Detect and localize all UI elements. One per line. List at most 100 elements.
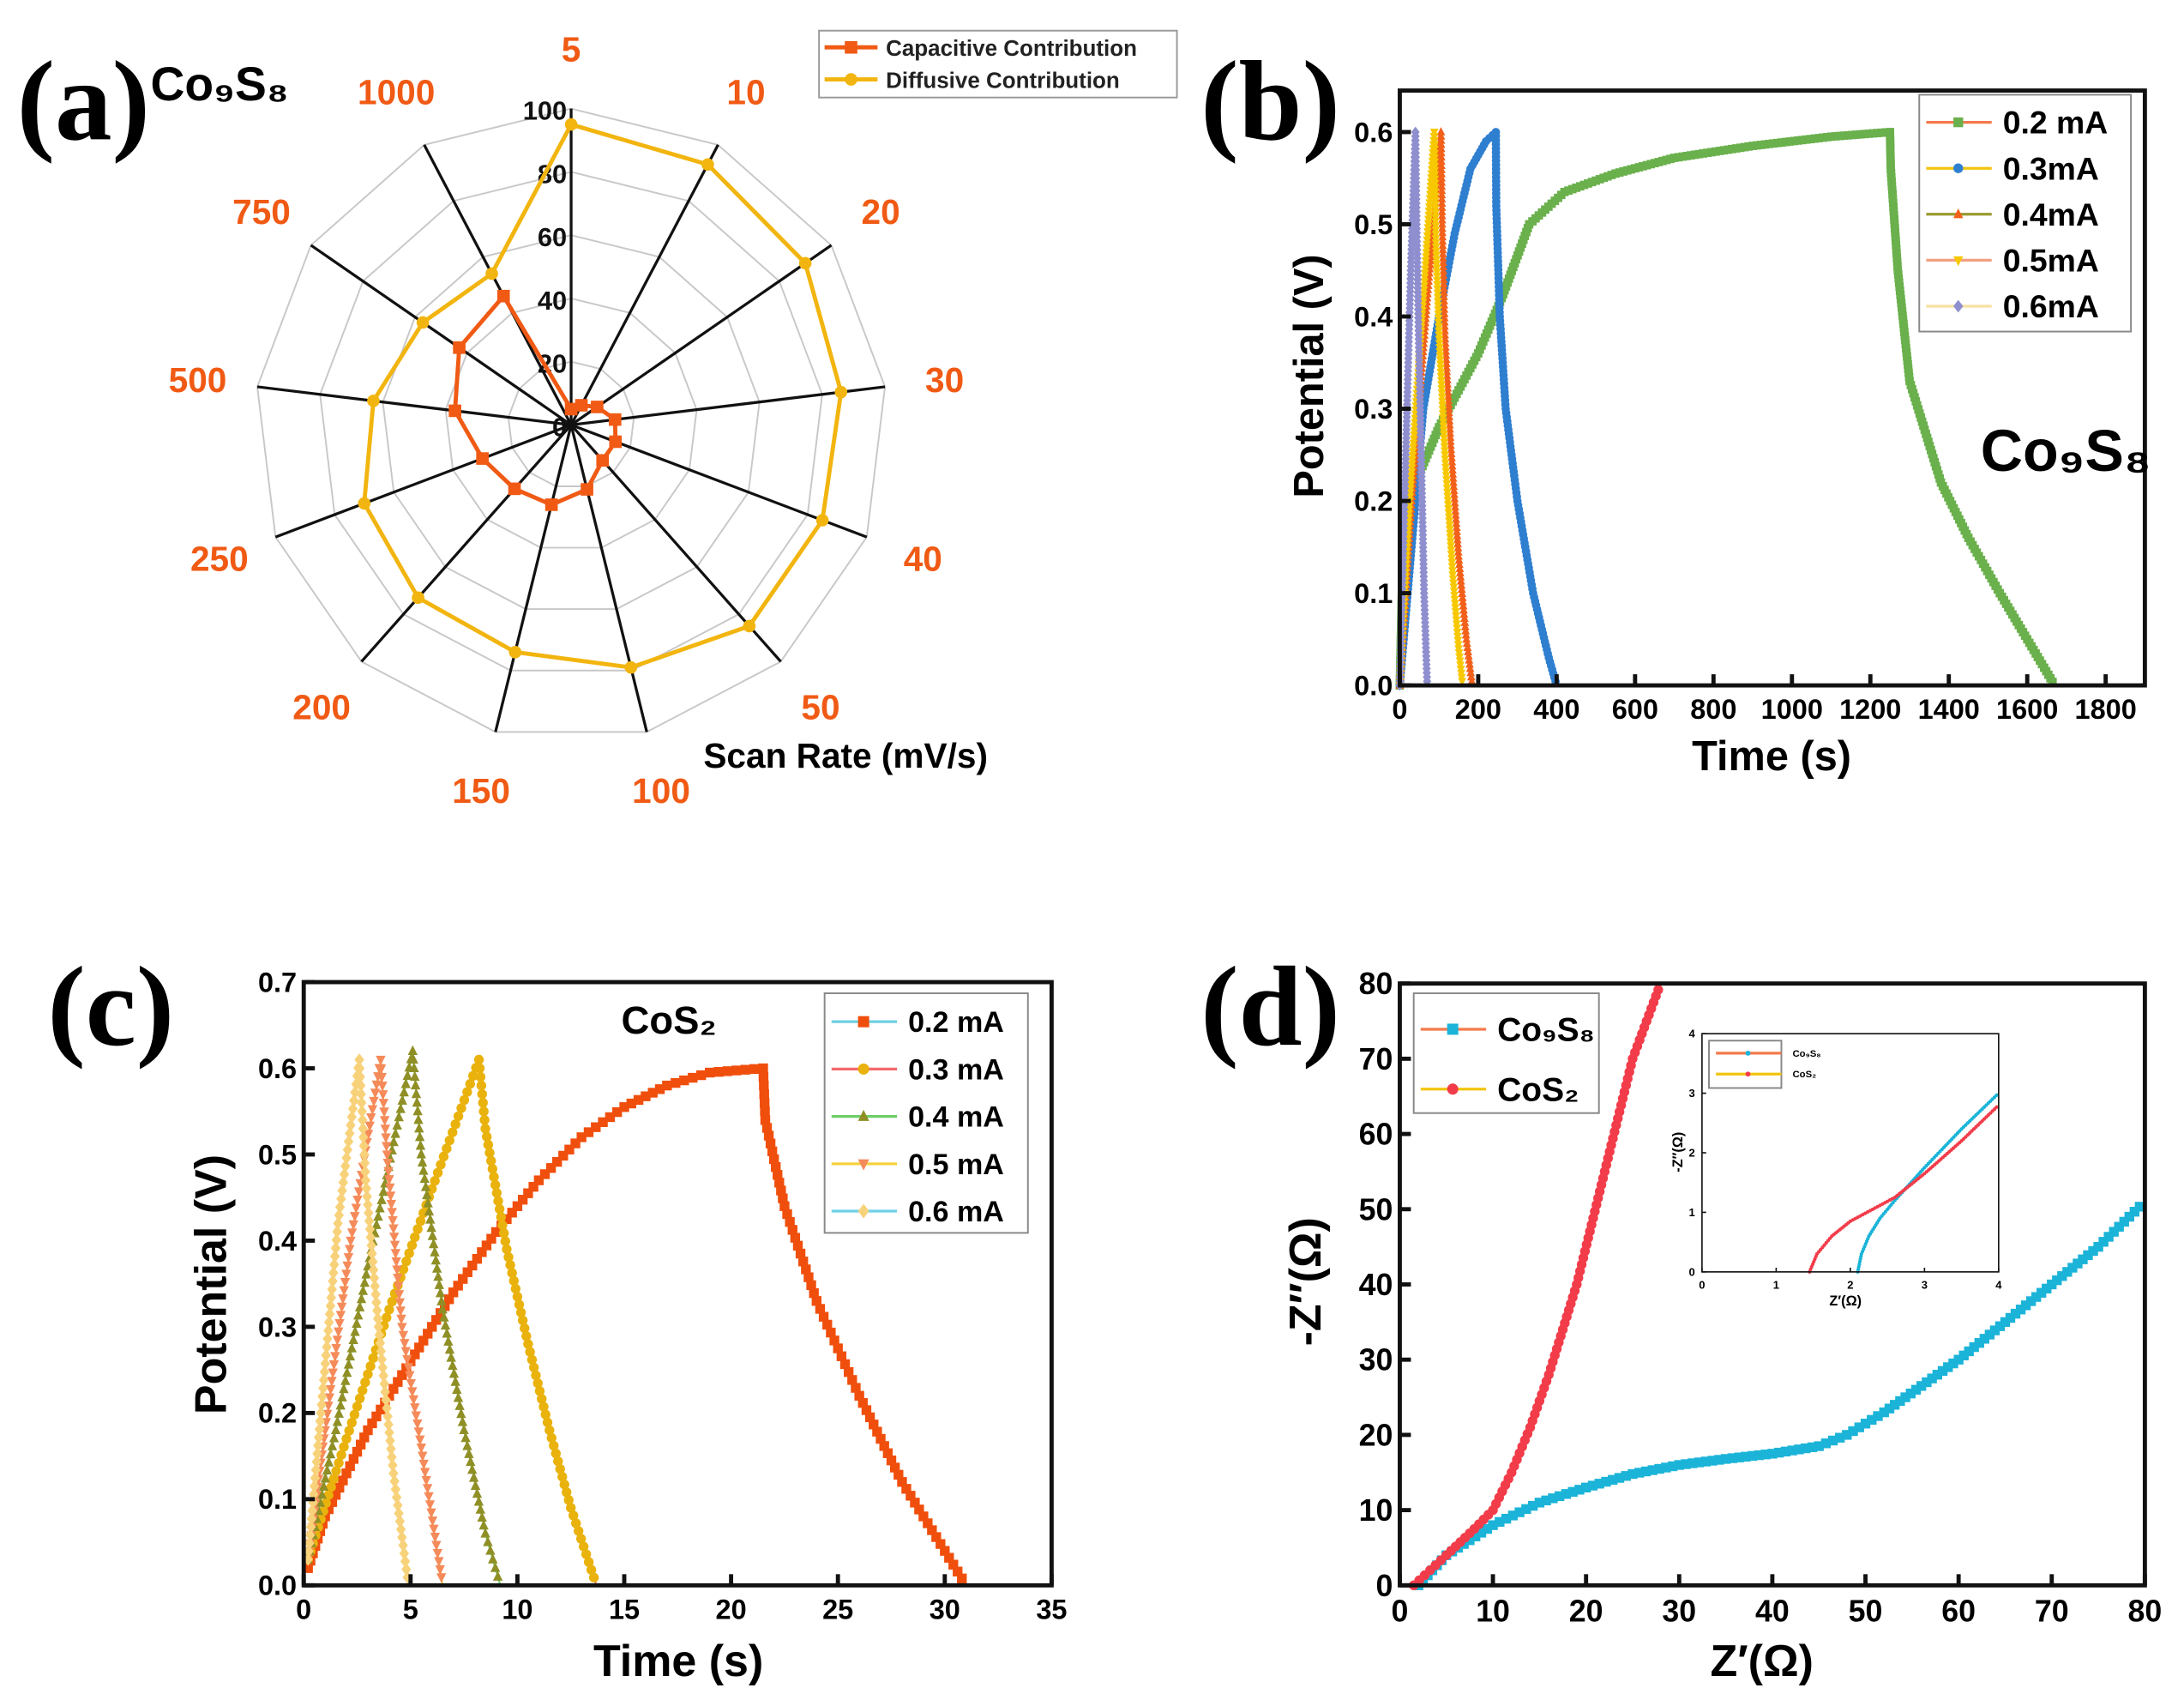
data-point bbox=[360, 1377, 370, 1388]
data-point bbox=[356, 1293, 367, 1304]
data-point bbox=[1891, 228, 1900, 237]
data-point bbox=[418, 1165, 429, 1175]
data-point bbox=[591, 401, 604, 413]
data-point bbox=[390, 1482, 401, 1496]
data-point bbox=[376, 1064, 387, 1075]
data-point bbox=[528, 1362, 539, 1373]
data-point bbox=[559, 1480, 569, 1490]
data-point bbox=[1434, 310, 1443, 319]
y-tick-label: 2 bbox=[1689, 1147, 1695, 1160]
data-point bbox=[419, 1173, 430, 1184]
data-point bbox=[378, 1185, 388, 1197]
legend-label: 0.3mA bbox=[2003, 150, 2099, 186]
data-point bbox=[759, 1098, 770, 1108]
data-point bbox=[354, 1393, 365, 1404]
legend-box bbox=[1708, 1040, 1783, 1089]
data-point bbox=[1430, 188, 1440, 197]
data-point bbox=[1420, 269, 1429, 279]
data-point bbox=[1448, 469, 1458, 478]
data-point bbox=[1444, 395, 1453, 404]
data-point bbox=[1994, 1093, 1999, 1097]
category-label: 40 bbox=[904, 540, 942, 579]
data-point bbox=[399, 1086, 409, 1097]
data-point bbox=[1747, 1450, 1758, 1462]
data-point bbox=[1734, 1452, 1744, 1462]
data-point bbox=[1881, 128, 1891, 137]
data-point bbox=[1423, 675, 1432, 687]
data-point bbox=[386, 1199, 397, 1210]
data-point bbox=[474, 1063, 485, 1074]
data-point bbox=[1688, 1458, 1698, 1468]
y-tick-label: 0.0 bbox=[258, 1570, 297, 1601]
data-point bbox=[1405, 485, 1415, 494]
data-point bbox=[879, 1441, 889, 1451]
data-point bbox=[346, 1236, 356, 1247]
data-point bbox=[1727, 1453, 1738, 1463]
data-point bbox=[1439, 279, 1448, 287]
data-point bbox=[2047, 1279, 2057, 1290]
x-tick-label: 400 bbox=[1533, 694, 1579, 725]
data-point bbox=[576, 1132, 587, 1142]
data-point bbox=[1436, 139, 1446, 148]
data-point bbox=[1681, 1459, 1691, 1469]
data-point bbox=[439, 1311, 449, 1322]
legend-label: Co₉S₈ bbox=[1792, 1049, 1820, 1059]
data-point bbox=[1445, 412, 1453, 420]
legend-marker bbox=[857, 1109, 869, 1121]
data-point bbox=[443, 1335, 454, 1346]
data-point bbox=[340, 1277, 351, 1288]
data-point bbox=[412, 1419, 423, 1430]
data-point bbox=[1460, 613, 1469, 623]
data-point bbox=[1567, 1486, 1578, 1497]
data-point bbox=[557, 1472, 568, 1482]
legend-marker bbox=[1745, 1050, 1751, 1056]
category-label: 100 bbox=[632, 771, 690, 811]
data-point bbox=[383, 1418, 394, 1432]
data-point bbox=[411, 1411, 421, 1421]
data-point bbox=[701, 158, 714, 172]
data-point bbox=[857, 1397, 868, 1408]
data-point bbox=[1892, 240, 1901, 250]
data-point bbox=[1892, 257, 1902, 267]
data-point bbox=[1449, 481, 1459, 491]
data-point bbox=[345, 1461, 355, 1472]
data-point bbox=[869, 1420, 879, 1430]
radar-spoke bbox=[494, 424, 573, 732]
data-point bbox=[806, 1280, 816, 1291]
data-point bbox=[760, 1115, 771, 1125]
data-point bbox=[1430, 149, 1439, 159]
data-point bbox=[410, 1232, 420, 1243]
data-point bbox=[886, 1455, 897, 1466]
x-tick-label: 2 bbox=[1847, 1278, 1853, 1291]
chart-d-inset: 0 1 2 3 4 0 1 2 3 4 Z′(Ω) -Z″(Ω) Co₉S₈ CoS₂ bbox=[1670, 1028, 2002, 1309]
legend-marker bbox=[857, 1159, 869, 1171]
data-point bbox=[305, 1528, 316, 1542]
data-point bbox=[809, 1287, 819, 1299]
data-point bbox=[1927, 1373, 1937, 1384]
data-point bbox=[407, 1387, 418, 1397]
data-point bbox=[393, 1273, 403, 1284]
data-point bbox=[1430, 171, 1440, 180]
data-point bbox=[371, 1219, 382, 1229]
data-point bbox=[335, 1400, 346, 1410]
data-point bbox=[367, 395, 380, 407]
data-point bbox=[569, 1510, 579, 1521]
data-point bbox=[1994, 1105, 1999, 1109]
data-point bbox=[1436, 152, 1446, 161]
x-axis-label: Time (s) bbox=[1692, 733, 1851, 780]
data-point bbox=[1890, 220, 1899, 228]
data-point bbox=[418, 1335, 429, 1346]
x-tick-label: 70 bbox=[2035, 1595, 2069, 1629]
data-point bbox=[456, 1103, 466, 1113]
legend-box bbox=[1412, 992, 1600, 1114]
data-point bbox=[1437, 219, 1447, 228]
data-point bbox=[1459, 596, 1467, 606]
data-point bbox=[442, 1143, 452, 1154]
data-point bbox=[472, 1487, 483, 1498]
y-tick-label: 40 bbox=[1359, 1268, 1393, 1302]
panel-label-b: (b) bbox=[1200, 37, 1340, 164]
data-point bbox=[401, 1256, 412, 1267]
data-point bbox=[1834, 1432, 1845, 1443]
data-point bbox=[482, 1131, 492, 1142]
data-point bbox=[512, 1201, 523, 1211]
